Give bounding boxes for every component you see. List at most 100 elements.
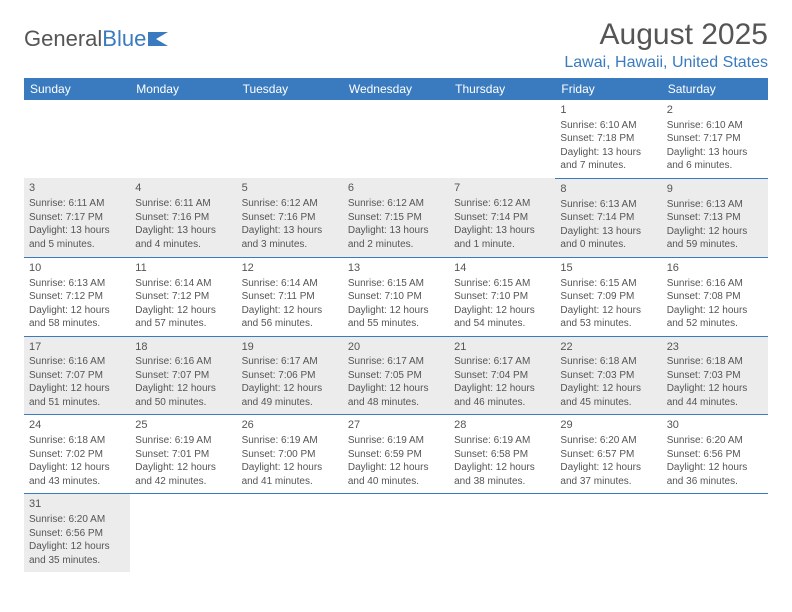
calendar-cell: 22Sunrise: 6:18 AMSunset: 7:03 PMDayligh… xyxy=(555,336,661,415)
day-detail: Sunrise: 6:17 AM xyxy=(242,355,338,369)
day-detail: Sunset: 7:07 PM xyxy=(135,369,231,383)
calendar-cell: 5Sunrise: 6:12 AMSunset: 7:16 PMDaylight… xyxy=(237,178,343,257)
calendar-cell: 19Sunrise: 6:17 AMSunset: 7:06 PMDayligh… xyxy=(237,336,343,415)
calendar-cell: 13Sunrise: 6:15 AMSunset: 7:10 PMDayligh… xyxy=(343,257,449,336)
day-detail: and 54 minutes. xyxy=(454,317,550,331)
day-detail: Sunset: 6:59 PM xyxy=(348,448,444,462)
day-header: Sunday xyxy=(24,78,130,100)
day-number: 25 xyxy=(135,418,231,433)
day-detail: Sunrise: 6:17 AM xyxy=(348,355,444,369)
day-number: 13 xyxy=(348,261,444,276)
calendar-cell: 14Sunrise: 6:15 AMSunset: 7:10 PMDayligh… xyxy=(449,257,555,336)
day-detail: Sunrise: 6:17 AM xyxy=(454,355,550,369)
day-detail: Sunset: 7:12 PM xyxy=(135,290,231,304)
day-detail: Sunrise: 6:20 AM xyxy=(560,434,656,448)
day-detail: Sunrise: 6:16 AM xyxy=(135,355,231,369)
day-detail: Daylight: 13 hours xyxy=(348,224,444,238)
day-detail: Sunrise: 6:16 AM xyxy=(29,355,125,369)
day-detail: Daylight: 13 hours xyxy=(667,146,763,160)
day-detail: Sunset: 7:14 PM xyxy=(560,211,656,225)
day-number: 26 xyxy=(242,418,338,433)
day-detail: Sunrise: 6:12 AM xyxy=(242,197,338,211)
day-detail: Daylight: 12 hours xyxy=(242,461,338,475)
day-detail: Daylight: 13 hours xyxy=(560,225,656,239)
day-detail: Daylight: 12 hours xyxy=(454,304,550,318)
calendar-cell: 4Sunrise: 6:11 AMSunset: 7:16 PMDaylight… xyxy=(130,178,236,257)
day-number: 30 xyxy=(667,418,763,433)
calendar-week-row: 1Sunrise: 6:10 AMSunset: 7:18 PMDaylight… xyxy=(24,100,768,178)
calendar-week-row: 24Sunrise: 6:18 AMSunset: 7:02 PMDayligh… xyxy=(24,415,768,494)
day-detail: Sunset: 6:56 PM xyxy=(29,527,125,541)
day-header: Friday xyxy=(555,78,661,100)
calendar-cell: 11Sunrise: 6:14 AMSunset: 7:12 PMDayligh… xyxy=(130,257,236,336)
day-header-row: Sunday Monday Tuesday Wednesday Thursday… xyxy=(24,78,768,100)
day-detail: and 3 minutes. xyxy=(242,238,338,252)
day-number: 19 xyxy=(242,340,338,355)
day-detail: and 58 minutes. xyxy=(29,317,125,331)
logo-text-2: Blue xyxy=(102,26,146,52)
day-detail: and 46 minutes. xyxy=(454,396,550,410)
day-detail: Daylight: 12 hours xyxy=(135,461,231,475)
day-detail: and 51 minutes. xyxy=(29,396,125,410)
logo: GeneralBlue xyxy=(24,18,170,52)
day-detail: and 4 minutes. xyxy=(135,238,231,252)
day-detail: Sunset: 7:15 PM xyxy=(348,211,444,225)
day-detail: and 37 minutes. xyxy=(560,475,656,489)
day-detail: and 59 minutes. xyxy=(667,238,763,252)
day-detail: Daylight: 12 hours xyxy=(560,304,656,318)
day-detail: Sunset: 7:18 PM xyxy=(560,132,656,146)
day-detail: Daylight: 12 hours xyxy=(29,461,125,475)
calendar-cell: 10Sunrise: 6:13 AMSunset: 7:12 PMDayligh… xyxy=(24,257,130,336)
day-detail: and 40 minutes. xyxy=(348,475,444,489)
day-detail: Daylight: 12 hours xyxy=(29,540,125,554)
calendar-cell xyxy=(237,494,343,572)
day-number: 17 xyxy=(29,340,125,355)
day-detail: Sunrise: 6:13 AM xyxy=(667,198,763,212)
day-detail: Sunrise: 6:18 AM xyxy=(667,355,763,369)
calendar-cell xyxy=(237,100,343,178)
day-detail: Sunrise: 6:20 AM xyxy=(29,513,125,527)
calendar-cell xyxy=(449,100,555,178)
day-detail: Sunrise: 6:15 AM xyxy=(454,277,550,291)
day-detail: Daylight: 12 hours xyxy=(560,382,656,396)
day-number: 16 xyxy=(667,261,763,276)
calendar-cell: 24Sunrise: 6:18 AMSunset: 7:02 PMDayligh… xyxy=(24,415,130,494)
day-detail: Sunrise: 6:15 AM xyxy=(348,277,444,291)
day-detail: and 50 minutes. xyxy=(135,396,231,410)
day-detail: Sunrise: 6:11 AM xyxy=(29,197,125,211)
calendar-cell xyxy=(24,100,130,178)
calendar-week-row: 3Sunrise: 6:11 AMSunset: 7:17 PMDaylight… xyxy=(24,178,768,257)
day-detail: Daylight: 12 hours xyxy=(348,382,444,396)
day-detail: Sunrise: 6:20 AM xyxy=(667,434,763,448)
day-detail: Sunset: 7:04 PM xyxy=(454,369,550,383)
day-number: 7 xyxy=(454,181,550,196)
day-detail: Sunset: 7:03 PM xyxy=(560,369,656,383)
calendar-cell: 3Sunrise: 6:11 AMSunset: 7:17 PMDaylight… xyxy=(24,178,130,257)
day-detail: Sunrise: 6:10 AM xyxy=(560,119,656,133)
day-detail: Daylight: 12 hours xyxy=(135,382,231,396)
day-number: 4 xyxy=(135,181,231,196)
day-detail: Daylight: 12 hours xyxy=(29,382,125,396)
day-detail: Sunrise: 6:19 AM xyxy=(454,434,550,448)
calendar-week-row: 10Sunrise: 6:13 AMSunset: 7:12 PMDayligh… xyxy=(24,257,768,336)
day-detail: Sunset: 7:03 PM xyxy=(667,369,763,383)
day-header: Wednesday xyxy=(343,78,449,100)
day-detail: Daylight: 13 hours xyxy=(560,146,656,160)
day-number: 27 xyxy=(348,418,444,433)
day-detail: and 6 minutes. xyxy=(667,159,763,173)
calendar-cell: 28Sunrise: 6:19 AMSunset: 6:58 PMDayligh… xyxy=(449,415,555,494)
day-detail: Sunrise: 6:12 AM xyxy=(348,197,444,211)
calendar-cell: 6Sunrise: 6:12 AMSunset: 7:15 PMDaylight… xyxy=(343,178,449,257)
day-detail: and 43 minutes. xyxy=(29,475,125,489)
day-detail: and 55 minutes. xyxy=(348,317,444,331)
day-detail: Sunset: 7:08 PM xyxy=(667,290,763,304)
day-detail: and 2 minutes. xyxy=(348,238,444,252)
day-detail: Sunset: 7:02 PM xyxy=(29,448,125,462)
day-detail: and 1 minute. xyxy=(454,238,550,252)
day-detail: and 57 minutes. xyxy=(135,317,231,331)
calendar-cell: 18Sunrise: 6:16 AMSunset: 7:07 PMDayligh… xyxy=(130,336,236,415)
day-detail: Sunset: 7:06 PM xyxy=(242,369,338,383)
day-detail: and 35 minutes. xyxy=(29,554,125,568)
day-detail: Sunset: 7:11 PM xyxy=(242,290,338,304)
day-detail: Daylight: 12 hours xyxy=(135,304,231,318)
